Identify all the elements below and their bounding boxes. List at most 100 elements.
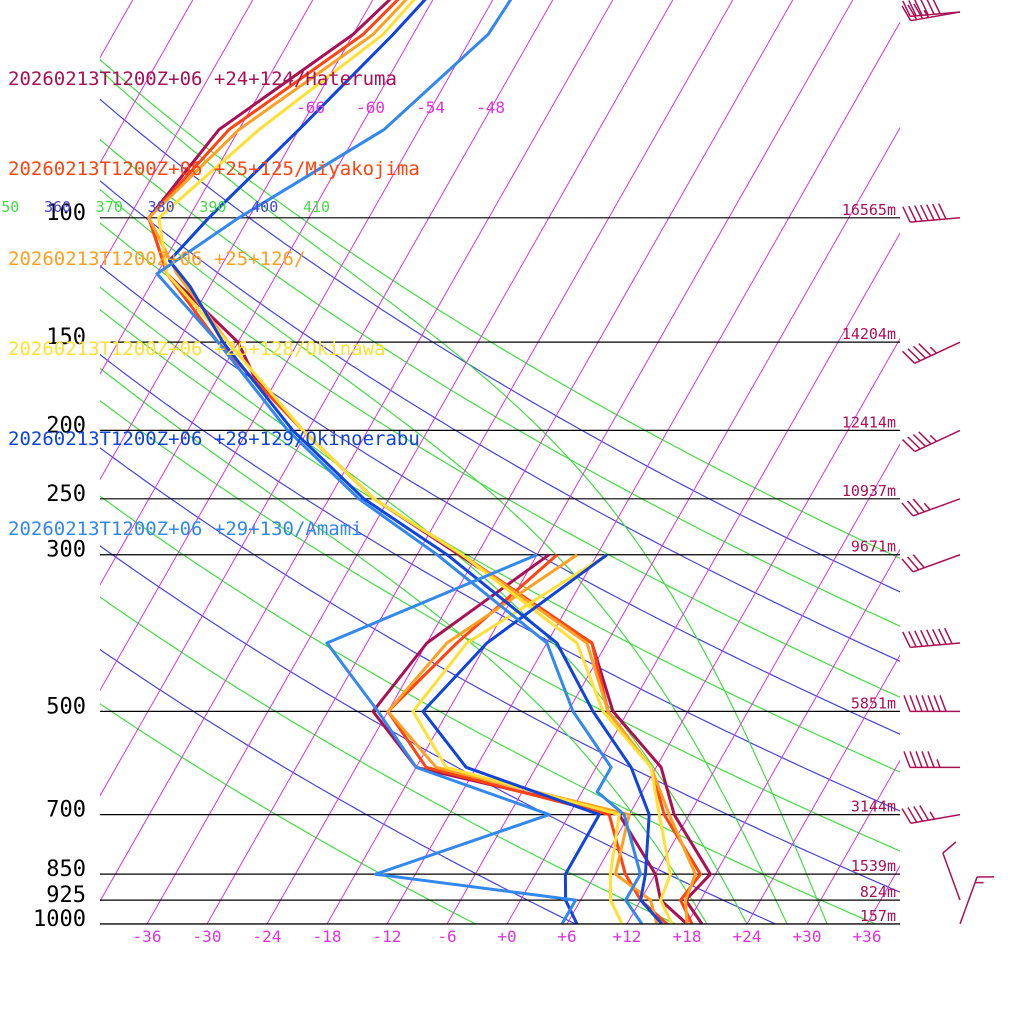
height-label: 16565m	[842, 201, 896, 219]
temp-tick-label: +30	[793, 927, 822, 946]
theta-label: 370	[96, 198, 123, 216]
wind-barb	[902, 203, 961, 223]
pressure-label: 300	[46, 538, 86, 563]
temp-tick-label: -30	[193, 927, 222, 946]
dry-adiabat	[100, 98, 900, 593]
isotherm	[100, 0, 554, 797]
dry-adiabat	[100, 180, 900, 662]
isotherm	[326, 0, 854, 924]
temp-tick-label: -24	[253, 927, 282, 946]
pressure-label: 925	[46, 883, 86, 908]
theta-label: 410	[303, 198, 330, 216]
height-label: 9671m	[851, 538, 896, 556]
temp-tick-label: -36	[133, 927, 162, 946]
moist-adiabat	[100, 367, 708, 924]
dry-adiabat	[100, 222, 900, 698]
temp-tick-label: +18	[673, 927, 702, 946]
isotherm	[146, 0, 674, 924]
series-5	[155, 0, 644, 924]
series-4	[167, 0, 664, 924]
isotherm	[566, 337, 900, 924]
temp-tick-label: -12	[373, 927, 402, 946]
isotherm	[978, 0, 1024, 939]
pressure-label: 250	[46, 482, 86, 507]
isotherm	[100, 0, 314, 375]
isotherm-label: -54	[416, 98, 445, 117]
moist-adiabat	[100, 69, 828, 924]
isotherm	[100, 0, 434, 586]
dewpoint-line	[325, 553, 578, 924]
isotherm	[100, 0, 374, 481]
isotherm	[626, 443, 900, 924]
pressure-label: 500	[46, 694, 86, 719]
temp-tick-label: +6	[557, 927, 576, 946]
dry-adiabat	[100, 58, 900, 560]
plot-area	[100, 0, 1024, 939]
isotherm	[266, 0, 794, 924]
wind-barb	[902, 0, 961, 18]
isotherm-label: -60	[356, 98, 385, 117]
temp-tick-label: +36	[853, 927, 882, 946]
temperature-line	[157, 0, 674, 924]
dry-adiabat	[100, 596, 677, 924]
height-label: 10937m	[842, 482, 896, 500]
isotherm	[506, 232, 900, 924]
pressure-label: 850	[46, 857, 86, 882]
dry-adiabat	[100, 648, 577, 924]
wind-barb	[901, 341, 961, 364]
legend-entry: 20260213T1200Z+06 +25+125/Miyakojima	[8, 158, 420, 180]
moist-adiabat	[100, 286, 748, 924]
wind-barb	[942, 841, 961, 901]
legend-entry: 20260213T1200Z+06 +26+128/Okinawa	[8, 338, 386, 360]
theta-label: 360	[44, 198, 71, 216]
temp-tick-label: -18	[313, 927, 342, 946]
isotherm	[686, 548, 900, 924]
pressure-label: 200	[46, 413, 86, 438]
dewpoint-line	[421, 553, 608, 924]
height-label: 3144m	[851, 798, 896, 816]
dry-adiabat	[100, 545, 777, 924]
dry-adiabat	[100, 309, 900, 773]
theta-label: 400	[251, 198, 278, 216]
wind-barb	[903, 751, 960, 769]
dewpoint-line	[386, 553, 669, 924]
pressure-label: 100	[46, 201, 86, 226]
height-label: 157m	[860, 907, 896, 925]
height-label: 12414m	[842, 413, 896, 431]
temp-tick-label: +24	[733, 927, 762, 946]
height-label: 14204m	[842, 325, 896, 343]
theta-label: 380	[148, 198, 175, 216]
pressure-label: 150	[46, 325, 86, 350]
dry-adiabat	[100, 265, 900, 735]
dry-adiabat	[100, 138, 900, 627]
isotherm	[446, 126, 900, 924]
dry-adiabat	[100, 447, 900, 893]
isotherm	[918, 0, 1024, 939]
temperature-line	[167, 0, 664, 924]
isotherm-label: -66	[296, 98, 325, 117]
isotherm	[100, 0, 254, 270]
wind-barb	[901, 429, 961, 453]
wind-barb	[902, 627, 961, 649]
wind-barb	[901, 805, 961, 825]
legend-entry: 20260213T1200Z+06 +28+129/Okinoerabu	[8, 428, 420, 450]
legend: 20260213T1200Z+06 +24+124/Hateruma 20260…	[8, 4, 420, 574]
isotherm-label: -48	[476, 98, 505, 117]
dry-adiabat	[100, 353, 900, 812]
wind-barb	[901, 554, 961, 573]
theta-label: 350	[0, 198, 19, 216]
legend-entry: 20260213T1200Z+06 +25+126/	[8, 248, 306, 270]
wind-barb	[903, 695, 960, 713]
pressure-label: 700	[46, 798, 86, 823]
height-label: 1539m	[851, 857, 896, 875]
isotherm	[206, 0, 734, 924]
height-label: 824m	[860, 883, 896, 901]
wind-barb	[901, 498, 961, 517]
legend-entry: 20260213T1200Z+06 +29+130/Amami	[8, 518, 363, 540]
temp-tick-label: +12	[613, 927, 642, 946]
isotherm	[386, 21, 900, 924]
temperature-line	[155, 0, 644, 924]
wind-barb	[959, 876, 995, 925]
moist-adiabat	[100, 188, 788, 924]
